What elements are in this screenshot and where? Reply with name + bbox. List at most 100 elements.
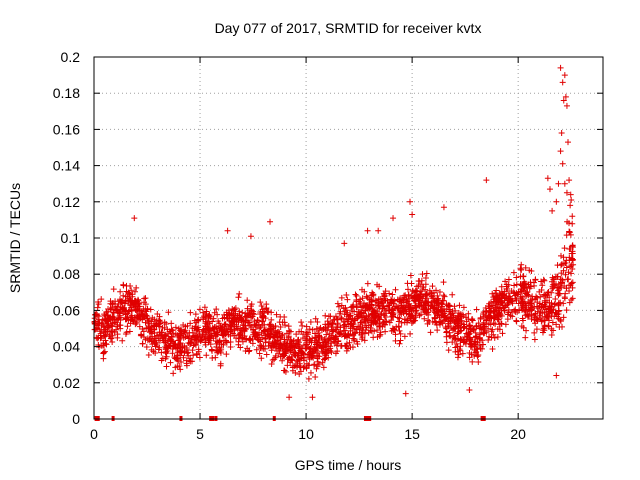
y-tick-label: 0.08 <box>53 266 80 282</box>
data-point <box>396 327 403 334</box>
data-point <box>210 335 217 342</box>
data-point <box>549 207 556 214</box>
data-point <box>555 180 562 187</box>
data-point <box>256 350 263 357</box>
data-point <box>318 334 325 341</box>
data-point <box>417 294 424 301</box>
data-point <box>183 330 190 337</box>
data-point <box>237 344 244 351</box>
data-point <box>546 186 553 193</box>
data-point <box>470 326 477 333</box>
data-point <box>436 288 443 295</box>
data-point <box>222 337 229 344</box>
data-point <box>519 315 526 322</box>
data-point <box>558 270 565 277</box>
data-point <box>442 324 449 331</box>
data-point <box>276 345 283 352</box>
data-point <box>131 300 138 307</box>
data-point <box>476 325 483 332</box>
data-point <box>465 310 472 317</box>
data-point <box>281 340 288 347</box>
data-point <box>205 325 212 332</box>
data-point <box>291 344 298 351</box>
data-point <box>266 321 273 328</box>
data-point <box>174 332 181 339</box>
y-tick-label: 0.04 <box>53 339 80 355</box>
data-point <box>384 297 391 304</box>
data-point <box>318 345 325 352</box>
data-point <box>344 309 351 316</box>
data-point <box>423 290 430 297</box>
y-axis-label: SRMTID / TECUs <box>7 183 23 293</box>
data-point <box>569 265 576 272</box>
data-point <box>528 299 535 306</box>
data-point <box>409 312 416 319</box>
data-point <box>277 336 284 343</box>
data-point <box>359 286 366 293</box>
data-point <box>267 218 274 225</box>
x-tick-label: 10 <box>298 426 314 442</box>
data-point <box>494 311 501 318</box>
data-point <box>117 288 124 295</box>
data-point <box>569 220 576 227</box>
data-point <box>423 307 430 314</box>
data-point <box>510 269 517 276</box>
data-point <box>504 299 511 306</box>
data-point <box>184 322 191 329</box>
data-point <box>178 328 185 335</box>
data-point <box>419 271 426 278</box>
y-tick-label: 0.16 <box>53 121 80 137</box>
data-point <box>201 336 208 343</box>
data-point <box>434 312 441 319</box>
data-point <box>218 327 225 334</box>
data-point <box>231 327 238 334</box>
data-point <box>133 319 140 326</box>
data-point <box>522 264 529 271</box>
data-point <box>345 316 352 323</box>
data-point <box>324 327 331 334</box>
data-point <box>217 360 224 367</box>
data-point <box>297 357 304 364</box>
data-point <box>505 281 512 288</box>
data-point <box>377 329 384 336</box>
data-point <box>219 323 226 330</box>
data-point <box>491 314 498 321</box>
data-point <box>149 341 156 348</box>
data-point <box>205 339 212 346</box>
data-point <box>490 313 497 320</box>
data-point <box>172 324 179 331</box>
data-point <box>356 308 363 315</box>
data-point <box>350 303 357 310</box>
data-point <box>153 332 160 339</box>
data-point <box>565 220 572 227</box>
data-point <box>152 343 159 350</box>
data-point <box>521 284 528 291</box>
data-point <box>142 307 149 314</box>
data-point <box>314 318 321 325</box>
data-point <box>266 338 273 345</box>
data-point <box>487 309 494 316</box>
data-point <box>351 308 358 315</box>
data-point <box>235 319 242 326</box>
y-tick-label: 0.14 <box>53 158 80 174</box>
data-point <box>110 286 117 293</box>
data-point <box>416 301 423 308</box>
data-point <box>441 293 448 300</box>
data-point <box>370 320 377 327</box>
data-point <box>550 327 557 334</box>
data-point <box>497 291 504 298</box>
data-point <box>176 341 183 348</box>
data-point <box>140 334 147 341</box>
data-point <box>280 350 287 357</box>
data-point <box>321 356 328 363</box>
data-point <box>494 325 501 332</box>
data-point <box>344 296 351 303</box>
data-point <box>324 322 331 329</box>
data-point <box>566 257 573 264</box>
data-point <box>364 280 371 287</box>
data-point <box>566 299 573 306</box>
y-tick-labels: 0 0.02 0.04 0.06 0.08 0.1 0.12 0.14 0.16 0.18 0.2 <box>53 49 80 427</box>
data-point <box>244 297 251 304</box>
data-point <box>102 317 109 324</box>
data-point <box>238 317 245 324</box>
